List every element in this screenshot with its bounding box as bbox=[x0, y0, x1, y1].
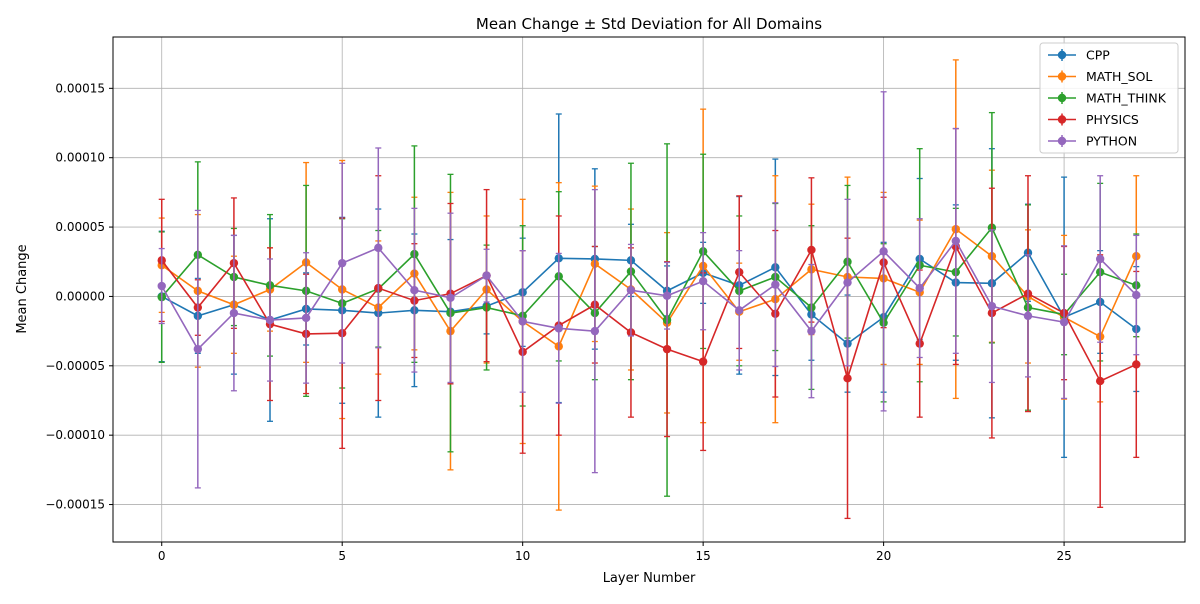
data-point bbox=[951, 236, 961, 246]
x-tick-label: 0 bbox=[158, 549, 166, 563]
legend-item: MATH_SOL bbox=[1048, 69, 1152, 84]
data-point bbox=[1095, 376, 1105, 386]
x-tick-label: 15 bbox=[696, 549, 711, 563]
x-axis-label: Layer Number bbox=[603, 571, 696, 586]
data-point bbox=[301, 313, 311, 323]
data-point bbox=[987, 301, 997, 311]
legend-label: MATH_THINK bbox=[1086, 91, 1167, 106]
data-point bbox=[807, 326, 816, 336]
data-point bbox=[374, 243, 383, 253]
data-point bbox=[1023, 311, 1033, 321]
legend-label: CPP bbox=[1086, 48, 1110, 63]
x-tick-label: 10 bbox=[515, 549, 530, 563]
legend-marker bbox=[1057, 72, 1067, 81]
data-point bbox=[698, 276, 708, 286]
series-line bbox=[161, 251, 1137, 345]
legend-item: CPP bbox=[1048, 48, 1110, 63]
data-point bbox=[698, 357, 708, 366]
series-line bbox=[161, 244, 1137, 383]
series-line bbox=[161, 226, 1137, 325]
data-point bbox=[1059, 317, 1069, 327]
legend-label: MATH_SOL bbox=[1086, 69, 1152, 84]
legend-label: PHYSICS bbox=[1086, 112, 1139, 127]
y-tick-label: 0.00015 bbox=[55, 81, 105, 95]
legend-marker bbox=[1057, 136, 1067, 146]
data-point bbox=[626, 285, 636, 295]
series-python bbox=[157, 91, 1141, 489]
x-tick-label: 5 bbox=[338, 549, 346, 563]
legend-marker bbox=[1057, 93, 1067, 103]
legend-label: PYTHON bbox=[1086, 134, 1137, 149]
data-point bbox=[879, 247, 888, 256]
data-point bbox=[735, 306, 744, 315]
data-point bbox=[915, 283, 924, 293]
x-tick-label: 20 bbox=[876, 549, 891, 563]
data-point bbox=[843, 278, 852, 287]
y-tick-label: −0.00010 bbox=[45, 428, 105, 442]
data-point bbox=[337, 258, 347, 268]
legend-marker bbox=[1057, 115, 1067, 124]
series-line bbox=[161, 239, 1137, 351]
series-layer bbox=[157, 59, 1141, 520]
data-point bbox=[771, 280, 780, 289]
data-point bbox=[554, 324, 563, 333]
y-tick-label: 0.00000 bbox=[55, 289, 105, 303]
data-point bbox=[229, 308, 239, 318]
data-point bbox=[410, 285, 419, 295]
data-point bbox=[518, 317, 527, 326]
series-physics bbox=[157, 127, 1141, 520]
legend: CPP MATH_SOL MATH_THINK PHYSICS PYTHON bbox=[1039, 42, 1179, 154]
legend-item: MATH_THINK bbox=[1048, 91, 1167, 106]
data-point bbox=[482, 271, 491, 280]
plot-frame bbox=[112, 36, 1186, 543]
legend-box bbox=[1039, 42, 1179, 154]
y-tick-label: −0.00015 bbox=[45, 498, 105, 512]
legend-item: PHYSICS bbox=[1048, 112, 1139, 127]
y-tick-label: −0.00005 bbox=[45, 359, 105, 373]
series-line bbox=[161, 227, 1138, 348]
y-axis-label: Mean Change bbox=[15, 244, 30, 333]
data-point bbox=[446, 293, 455, 303]
data-point bbox=[590, 326, 600, 336]
data-point bbox=[807, 245, 816, 255]
data-point bbox=[662, 291, 672, 300]
y-tick-label: 0.00005 bbox=[55, 220, 105, 234]
data-point bbox=[1132, 290, 1141, 300]
legend-item: PYTHON bbox=[1048, 134, 1137, 149]
data-point bbox=[1095, 254, 1105, 264]
data-point bbox=[1132, 360, 1141, 369]
chart-title: Mean Change ± Std Deviation for All Doma… bbox=[476, 15, 822, 33]
data-point bbox=[157, 281, 166, 291]
series-cpp bbox=[157, 113, 1141, 459]
data-point bbox=[843, 374, 852, 383]
x-tick-label: 25 bbox=[1056, 549, 1071, 563]
data-point bbox=[265, 315, 275, 325]
data-point bbox=[193, 344, 203, 354]
y-tick-label: 0.00010 bbox=[55, 151, 105, 165]
legend-marker bbox=[1057, 50, 1067, 60]
axes-layer: 0 5 10 15 20 25 −0.00015 −0.00010 −0.00005 0.0000… bbox=[45, 36, 1186, 563]
data-point bbox=[662, 344, 672, 354]
